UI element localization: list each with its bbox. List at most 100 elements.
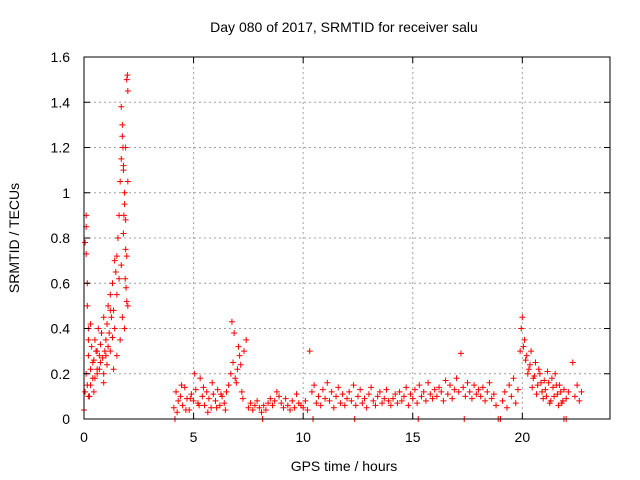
data-point xyxy=(91,375,98,382)
data-point xyxy=(222,406,229,413)
data-point xyxy=(87,366,94,373)
data-point xyxy=(499,397,506,404)
data-point xyxy=(230,359,237,366)
data-point xyxy=(91,336,98,343)
data-point xyxy=(122,275,129,282)
data-point xyxy=(475,386,482,393)
data-point xyxy=(191,370,198,377)
data-point xyxy=(209,379,216,386)
data-point xyxy=(123,284,130,291)
data-point xyxy=(85,393,92,400)
data-point xyxy=(287,406,294,413)
data-point xyxy=(105,302,112,309)
data-point xyxy=(110,366,117,373)
data-point xyxy=(560,386,567,393)
data-point xyxy=(265,400,272,407)
data-point xyxy=(438,388,445,395)
data-point xyxy=(520,343,527,350)
data-point xyxy=(488,395,495,402)
data-point xyxy=(104,320,111,327)
data-point xyxy=(282,395,289,402)
data-point xyxy=(269,402,276,409)
data-point xyxy=(352,402,359,409)
data-point xyxy=(536,370,543,377)
y-tick-label: 1.2 xyxy=(51,140,71,156)
data-point xyxy=(317,402,324,409)
data-point xyxy=(100,370,107,377)
data-point xyxy=(300,404,307,411)
x-tick-label: 15 xyxy=(405,429,421,445)
data-point xyxy=(374,393,381,400)
data-point xyxy=(234,366,241,373)
data-point xyxy=(291,404,298,411)
data-point xyxy=(120,162,127,169)
data-point xyxy=(276,393,283,400)
data-point xyxy=(87,382,94,389)
data-point xyxy=(381,395,388,402)
data-point xyxy=(118,262,125,269)
data-point xyxy=(453,375,460,382)
data-point xyxy=(94,348,101,355)
y-tick-labels: 0 0.2 0.4 0.6 0.8 1 1.2 1.4 1.6 xyxy=(51,49,71,427)
data-point xyxy=(403,384,410,391)
data-point xyxy=(354,393,361,400)
data-point xyxy=(228,318,235,325)
data-point xyxy=(114,235,121,241)
data-point xyxy=(119,121,126,128)
data-point xyxy=(182,406,189,413)
data-point xyxy=(238,388,245,395)
data-point xyxy=(387,402,394,409)
data-point xyxy=(262,406,269,413)
data-point xyxy=(431,386,438,393)
data-point xyxy=(88,343,95,350)
data-point xyxy=(106,330,113,337)
data-point xyxy=(243,336,250,343)
data-point xyxy=(108,314,115,321)
data-point xyxy=(116,275,123,282)
data-point xyxy=(477,393,484,400)
data-point xyxy=(422,397,429,404)
data-point xyxy=(225,382,232,389)
data-point xyxy=(235,343,242,350)
data-point xyxy=(217,391,224,398)
data-point xyxy=(326,397,333,404)
data-point xyxy=(227,370,234,377)
data-point xyxy=(201,402,208,409)
data-point xyxy=(124,302,131,309)
data-point xyxy=(293,391,300,398)
data-point xyxy=(197,375,204,382)
data-point xyxy=(212,397,219,404)
data-point xyxy=(559,397,566,404)
data-point xyxy=(447,382,454,389)
data-point xyxy=(578,388,585,395)
data-point xyxy=(278,400,285,407)
data-point xyxy=(363,404,370,411)
data-point xyxy=(204,409,211,416)
data-point xyxy=(188,391,195,398)
data-point xyxy=(289,397,296,404)
data-point xyxy=(400,393,407,400)
data-point xyxy=(506,382,513,389)
data-point xyxy=(199,393,206,400)
data-point xyxy=(107,307,114,314)
data-point xyxy=(534,382,541,389)
data-point xyxy=(440,397,447,404)
data-point xyxy=(411,386,418,393)
data-point xyxy=(311,382,318,389)
y-tick-label: 1 xyxy=(62,185,70,201)
data-point xyxy=(405,402,412,409)
data-point xyxy=(541,377,548,384)
data-points xyxy=(81,72,585,422)
data-point xyxy=(181,384,188,391)
data-point xyxy=(173,388,180,395)
data-point xyxy=(95,325,102,332)
data-point xyxy=(357,386,364,393)
data-point xyxy=(200,384,207,391)
data-point xyxy=(433,393,440,400)
data-point xyxy=(210,391,217,398)
data-point xyxy=(455,388,462,395)
data-point xyxy=(517,348,524,355)
data-point xyxy=(372,402,379,409)
data-point xyxy=(330,404,337,411)
data-point xyxy=(525,366,532,373)
